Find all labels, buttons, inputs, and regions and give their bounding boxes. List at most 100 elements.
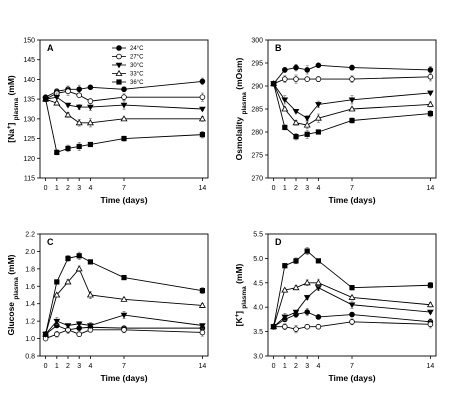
panel-a: 115 120 125 130 135 140 145 150 0 1 2 3 4 7 14 Time (da… (6, 38, 209, 205)
data-point (292, 109, 300, 115)
legend-marker (116, 45, 122, 51)
y-tick-label: 140 (23, 77, 35, 84)
data-point (64, 102, 72, 109)
data-point (87, 98, 94, 104)
x-tick-label: 3 (305, 185, 309, 192)
y-tick-label: 150 (23, 38, 35, 45)
data-point (315, 76, 322, 82)
series-27c (270, 318, 434, 334)
data-point (87, 84, 94, 91)
data-point (64, 278, 72, 285)
series-27c (270, 72, 434, 87)
data-point (349, 319, 355, 325)
data-point (76, 92, 82, 98)
y-tick-label: 290 (251, 84, 263, 91)
legend: 24°C 27°C 30°C 33°C 36°C (112, 45, 144, 86)
legend-label: 30°C (130, 63, 144, 69)
data-point (87, 141, 93, 148)
y-tick-label: 1.2 (25, 319, 35, 326)
x-axis-label: Time (days) (328, 195, 375, 205)
data-point (293, 258, 299, 264)
data-point (348, 105, 356, 112)
data-point (42, 331, 49, 337)
data-point (426, 301, 434, 308)
y-tick-label: 1.0 (25, 336, 35, 343)
data-point (53, 318, 61, 325)
data-point (426, 100, 434, 107)
y-tick-label: 300 (251, 38, 263, 45)
data-point (315, 102, 322, 108)
x-tick-label: 2 (294, 185, 298, 192)
x-tick-label: 7 (122, 185, 126, 192)
data-point (427, 309, 434, 316)
legend-label: 36°C (130, 80, 144, 86)
data-point (303, 121, 311, 128)
y-tick-label: 280 (251, 130, 263, 137)
data-point (349, 117, 355, 124)
series-36c (42, 96, 206, 156)
x-tick-label: 7 (122, 363, 126, 370)
data-point (76, 86, 82, 93)
data-point (86, 119, 94, 126)
x-tick-label: 4 (88, 363, 92, 370)
x-tick-label: 2 (66, 185, 70, 192)
legend-label: 24°C (130, 46, 144, 52)
panel-b: 270 275 280 285 290 295 300 0 1 2 3 4 7 14 Time (days)… (234, 38, 437, 205)
data-point (53, 291, 61, 298)
data-point (199, 288, 206, 294)
x-tick-label: 4 (316, 185, 320, 192)
y-tick-label: 1.8 (25, 266, 35, 273)
data-point (293, 326, 299, 332)
data-point (427, 321, 434, 328)
data-point (121, 86, 127, 93)
series-30c (42, 92, 206, 113)
data-point (121, 135, 127, 142)
data-point (348, 302, 356, 309)
data-point (304, 76, 311, 82)
data-point (86, 291, 94, 298)
y-tick-label: 130 (23, 116, 35, 123)
panel-label: A (47, 43, 54, 53)
data-point (281, 76, 288, 82)
series-36c (42, 251, 206, 337)
x-tick-label: 7 (350, 363, 354, 370)
y-tick-label: 135 (23, 97, 35, 104)
x-axis-label: Time (days) (100, 373, 147, 383)
data-point (304, 67, 311, 73)
legend-marker (115, 62, 123, 69)
y-tick-label: 275 (251, 153, 263, 160)
data-point (303, 115, 311, 122)
x-tick-label: 1 (283, 185, 287, 192)
data-point (427, 282, 434, 288)
x-tick-label: 0 (272, 363, 276, 370)
data-point (315, 258, 322, 264)
data-point (198, 115, 206, 122)
y-tick-label: 115 (24, 176, 35, 183)
series-36c (270, 81, 434, 141)
y-tick-label: 1.6 (25, 284, 35, 291)
data-point (304, 248, 310, 254)
legend-marker (115, 69, 123, 76)
data-point (87, 323, 94, 329)
data-point (303, 295, 311, 301)
y-tick-label: 145 (23, 57, 35, 64)
x-tick-label: 1 (55, 363, 59, 370)
plot-frame (39, 233, 209, 357)
data-point (199, 106, 206, 113)
x-axis-label: Time (days) (100, 195, 147, 205)
data-point (281, 67, 288, 73)
data-point (199, 323, 206, 329)
data-point (65, 88, 71, 95)
data-point (120, 102, 128, 109)
data-point (75, 104, 83, 111)
panel-label: D (275, 237, 282, 247)
y-tick-label: 2.0 (25, 249, 35, 256)
data-point (76, 143, 82, 150)
y-axis-label: [Na+] plasma (mM) (6, 75, 20, 143)
y-tick-label: 5.0 (253, 256, 263, 263)
data-point (199, 132, 206, 138)
data-point (87, 259, 93, 265)
x-tick-label: 7 (350, 185, 354, 192)
data-point (281, 97, 289, 104)
data-point (282, 263, 288, 269)
